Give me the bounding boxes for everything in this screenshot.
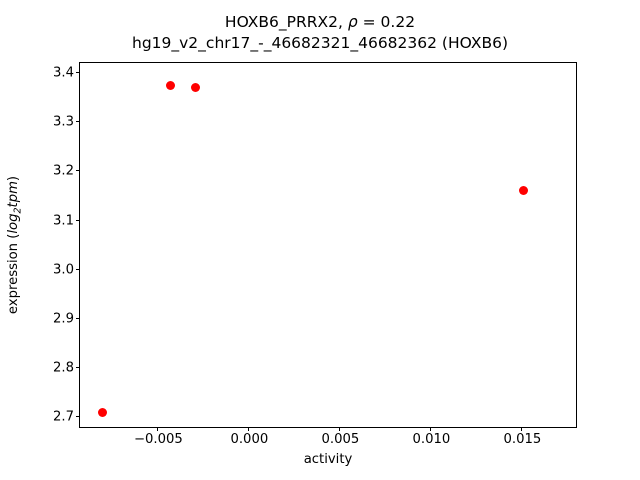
y-axis-tick: 2.7 [53,410,80,425]
x-axis-tick-label: 0.015 [503,432,542,447]
y-axis-tick-label: 2.8 [53,360,74,376]
plot-data-area [80,63,576,427]
chart-subtitle-locus: hg19_v2_chr17_-_46682321_46682362 (HOXB6… [132,34,508,52]
x-axis-tick-label: 0.000 [230,432,269,447]
y-axis-label-subscript: 2 [12,207,24,214]
x-axis-tick: 0.000 [230,427,268,447]
y-axis-tick: 2.8 [53,361,80,376]
x-axis-tick-label: −0.005 [133,432,183,447]
y-axis-tick: 3.2 [53,164,80,179]
x-axis-tick: 0.010 [412,427,450,447]
x-axis-tick: −0.005 [134,427,183,447]
x-axis-tick: 0.015 [504,427,541,447]
y-axis-tick-label: 3.4 [53,65,74,81]
y-axis-tick-label: 3.2 [53,163,74,179]
data-point [165,81,175,91]
y-axis-label-tpm: tpm [6,181,21,208]
x-axis-tick-label: 0.005 [321,432,360,447]
y-axis-label-paren: ) [6,175,21,182]
y-axis-tick-label: 2.9 [53,311,74,327]
y-axis-label: expression (log2tpm) [0,62,28,428]
y-axis-tick: 3.0 [53,262,80,277]
y-axis-tick: 2.9 [53,312,80,327]
chart-title-gene-pair: HOXB6_PRRX2, [224,13,348,31]
rho-value: = 0.22 [357,13,416,31]
x-axis-tick-label: 0.010 [412,432,451,447]
y-axis-tick-label: 3.1 [53,213,74,229]
y-axis-tick-label: 3.0 [53,262,74,278]
data-point [518,185,528,195]
y-axis-label-text: expression ( [6,233,21,315]
plot-axes-frame: −0.005 0.000 0.005 0.010 0.015 2.7 2.8 2.9 3.0 3.… [53,62,577,447]
data-point [191,83,201,93]
data-point [98,407,108,417]
y-axis-tick: 3.1 [53,213,80,228]
x-axis-label: activity [303,452,353,467]
y-axis-tick-label: 2.7 [53,409,74,425]
y-axis-tick: 3.3 [53,115,80,130]
y-axis-label-log: log [6,213,21,234]
chart-title-line-1: HOXB6_PRRX2, ρ = 0.22 [0,12,640,33]
chart-title: HOXB6_PRRX2, ρ = 0.22 hg19_v2_chr17_-_46… [0,12,640,54]
y-axis-tick-label: 3.3 [53,114,74,130]
y-axis-tick: 3.4 [53,66,80,81]
x-axis-tick: 0.005 [321,427,359,447]
rho-symbol: ρ [347,13,358,31]
